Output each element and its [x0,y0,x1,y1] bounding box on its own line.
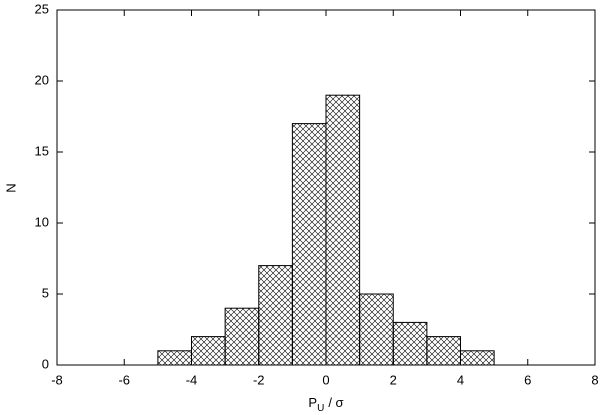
y-tick-label: 20 [35,72,49,87]
bar [258,265,293,366]
plot-frame [56,9,596,366]
x-label-rest: / σ [328,395,343,410]
x-label-sub: U [317,403,324,414]
bar [157,350,192,366]
x-axis-label: PU / σ [308,395,343,413]
x-tick-label: -4 [186,372,198,387]
bar [291,123,327,366]
x-tick-label: 6 [524,372,531,387]
y-tick-label: 0 [42,356,49,371]
y-tick-label: 15 [35,143,49,158]
bar [460,350,495,366]
x-tick-label: -8 [51,372,63,387]
bar [224,307,260,366]
bar [191,336,226,366]
x-tick-label: -2 [253,372,265,387]
x-tick-label: 0 [322,372,329,387]
x-tick-label: 4 [457,372,464,387]
bar [426,336,461,366]
y-axis-label: N [3,183,18,192]
y-tick-label: 10 [35,214,49,229]
bar [359,293,394,366]
bar [325,94,361,366]
x-tick-label: -6 [118,372,130,387]
x-label-main: P [308,395,317,410]
x-tick-label: 8 [591,372,598,387]
y-tick-label: 25 [35,1,49,16]
y-tick-label: 5 [42,285,49,300]
bar [392,321,428,366]
x-tick-label: 2 [390,372,397,387]
